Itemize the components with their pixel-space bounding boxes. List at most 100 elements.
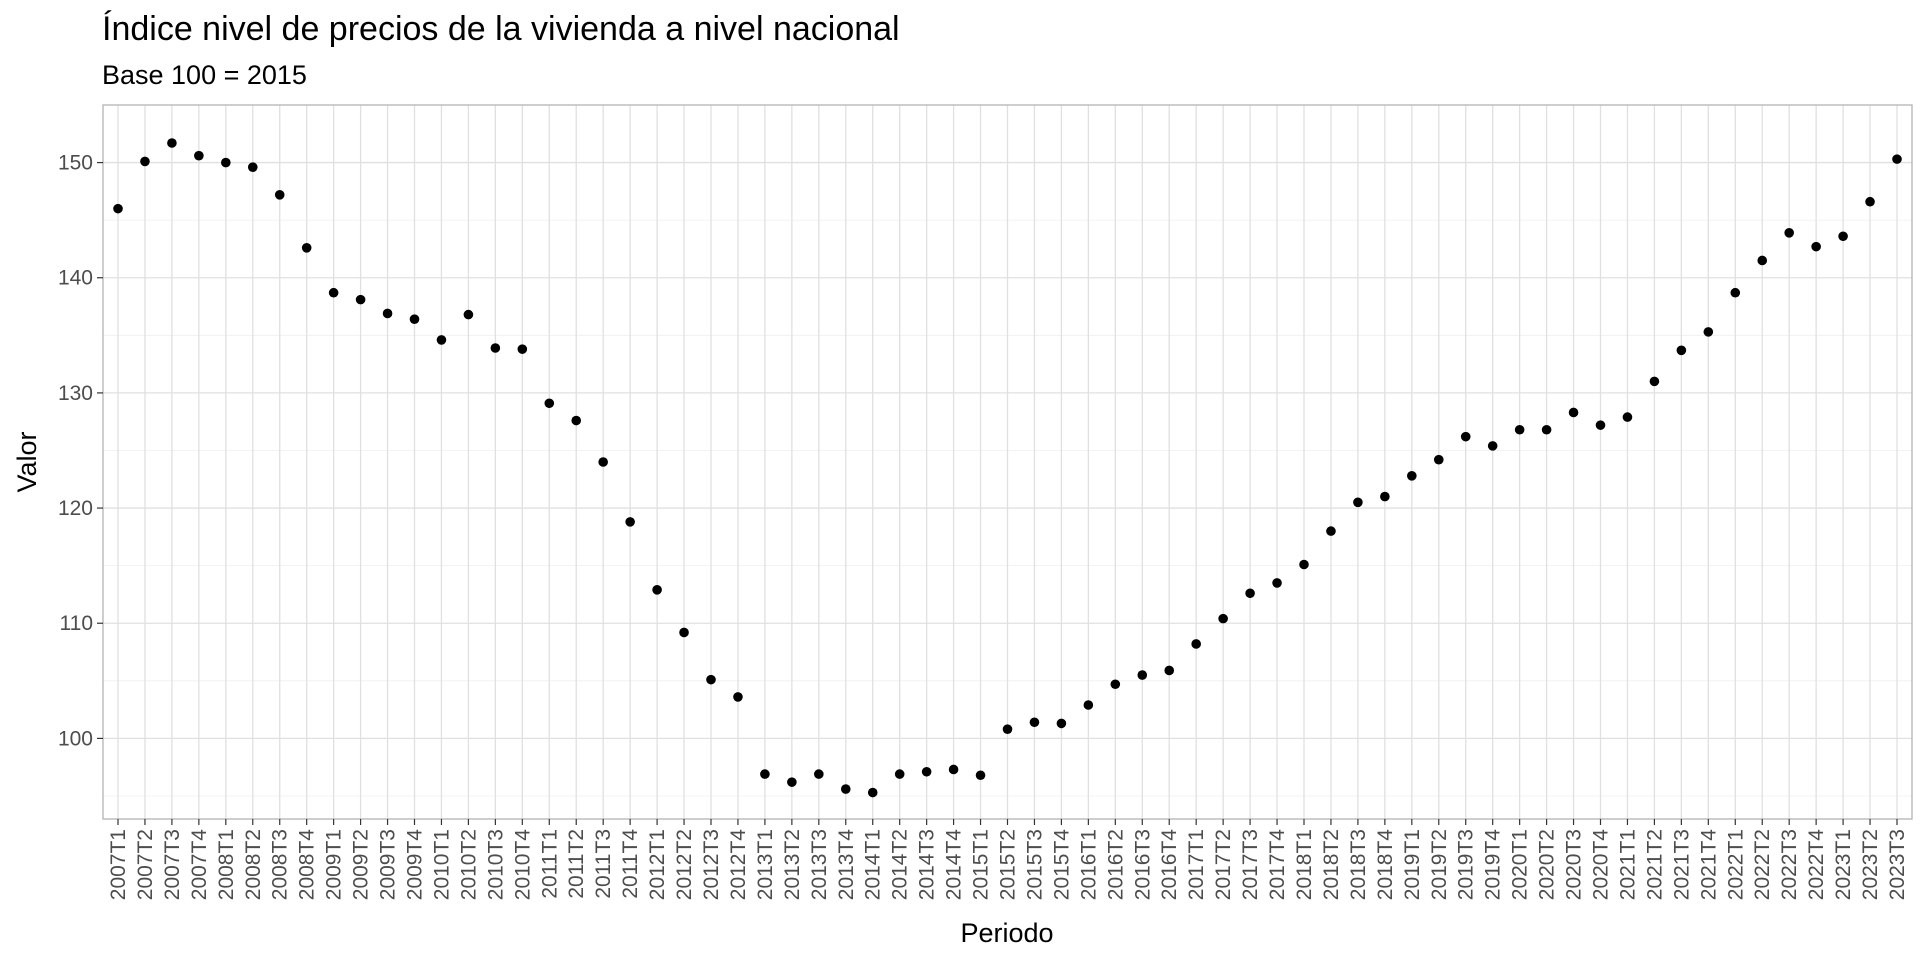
data-point [1353,497,1363,508]
data-point [1191,639,1201,649]
data-point [382,308,393,319]
x-tick-label: 2009T1 [323,829,346,900]
x-tick-label: 2014T1 [862,829,885,900]
x-tick-label: 2016T3 [1131,829,1154,900]
x-tick-label: 2019T2 [1428,829,1451,900]
x-tick-label: 2016T4 [1158,829,1181,901]
x-tick-label: 2020T2 [1536,829,1559,900]
data-point [1703,327,1714,337]
x-tick-label: 2007T2 [134,829,157,900]
data-point [1595,420,1606,430]
chart-title: Índice nivel de precios de la vivienda a… [102,10,900,48]
data-point [490,343,501,353]
y-tick-label: 150 [58,152,93,175]
x-tick-label: 2016T1 [1077,829,1100,900]
data-point [1245,588,1255,599]
x-tick-label: 2017T1 [1185,829,1208,900]
y-axis-title: Valor [12,431,42,492]
data-point [840,784,851,794]
data-point [1326,526,1336,536]
data-point [1865,196,1875,207]
data-point [706,674,716,685]
x-tick-label: 2009T4 [404,829,427,901]
x-tick-label: 2013T1 [754,829,777,900]
data-point [598,457,608,467]
data-point [1137,670,1148,680]
x-tick-label: 2011T2 [565,829,588,899]
data-point [1407,471,1417,481]
x-tick-label: 2011T3 [592,829,615,899]
data-point [355,294,366,305]
x-tick-label: 2020T1 [1509,829,1532,900]
data-point [894,769,905,779]
x-tick-label: 2021T3 [1670,829,1693,900]
grid [103,105,1912,819]
x-tick-label: 2019T1 [1401,829,1424,900]
x-tick-label: 2018T1 [1293,829,1316,900]
x-tick-label: 2015T4 [1050,829,1073,901]
x-tick-label: 2008T3 [269,829,292,900]
x-tick-label: 2021T2 [1643,829,1666,900]
data-points [113,138,1902,798]
x-tick-label: 2020T4 [1590,829,1613,901]
x-tick-label: 2011T4 [619,829,642,899]
data-point [1110,679,1121,690]
x-tick-label: 2014T3 [916,829,939,900]
data-point [436,335,447,345]
data-point [301,243,312,253]
x-tick-label: 2022T1 [1724,829,1747,900]
data-point [1514,424,1525,435]
data-point [1811,241,1821,252]
x-tick-label: 2007T4 [188,829,211,901]
x-tick-label: 2015T2 [997,829,1020,900]
x-tick-label: 2008T4 [296,829,319,901]
data-point [652,585,662,595]
y-tick-label: 120 [58,497,93,520]
x-tick-label: 2012T2 [673,829,696,900]
x-tick-label: 2018T4 [1374,829,1397,901]
x-tick-label: 2012T1 [646,829,669,900]
data-point [571,415,582,426]
x-tick-label: 2007T1 [107,829,130,900]
data-point [1164,665,1175,676]
data-point [679,627,689,638]
y-tick-label: 130 [58,382,93,405]
x-tick-label: 2015T1 [970,829,993,900]
x-tick-label: 2014T4 [943,829,966,901]
data-point [1029,717,1040,728]
chart-subtitle: Base 100 = 2015 [102,60,307,90]
data-point [1460,431,1471,442]
data-point [517,344,528,354]
x-tick-label: 2023T2 [1859,829,1882,900]
data-point [814,769,824,779]
x-tick-label: 2019T3 [1455,829,1478,900]
data-point [1649,376,1660,387]
data-point [1757,255,1768,266]
data-point [544,398,555,409]
x-tick-label: 2012T4 [727,829,750,901]
x-tick-label: 2023T3 [1886,829,1909,900]
data-point [113,203,123,214]
data-point [975,770,986,781]
x-axis: 2007T1 2007T2 2007T3 2007T4 2008T1 2008T2 2008… [107,819,1909,900]
y-axis: 100 110 120 130 140 150 [58,152,103,750]
data-point [221,157,231,168]
x-tick-label: 2007T3 [161,829,184,900]
data-point [1568,407,1579,418]
data-point [733,692,743,702]
data-point [948,764,959,775]
data-point [247,162,258,172]
x-tick-label: 2021T1 [1616,829,1639,900]
data-point [760,769,770,779]
data-point [1622,412,1633,422]
y-tick-label: 140 [58,267,93,290]
data-point [1380,491,1390,502]
data-point [409,314,420,325]
x-tick-label: 2022T4 [1805,829,1828,901]
x-tick-label: 2010T2 [457,829,480,900]
y-tick-label: 110 [60,612,93,635]
data-point [1676,345,1687,356]
data-point [1299,559,1309,570]
x-tick-label: 2017T2 [1212,829,1235,900]
data-point [625,517,635,527]
